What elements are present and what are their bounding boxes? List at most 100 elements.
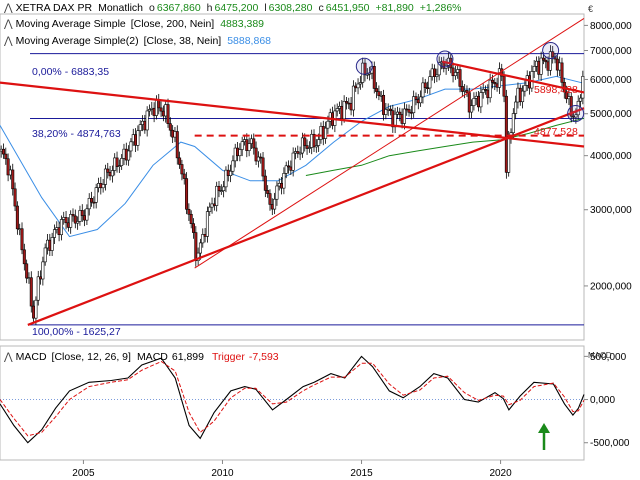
candle-body xyxy=(470,105,474,113)
candle-body xyxy=(358,82,362,85)
candle-body xyxy=(377,91,381,96)
trendline-layer xyxy=(0,18,585,326)
macd-layer xyxy=(0,355,585,444)
highlight-circle xyxy=(567,105,585,123)
up-arrow-icon xyxy=(538,423,550,450)
ohlc-open-value: 6367,860 xyxy=(157,2,201,14)
candle-body xyxy=(29,277,33,307)
legend-ma200-params: [Close, 200, Nein] xyxy=(131,18,215,30)
macd-axis-title: MACD xyxy=(588,351,612,360)
candle-body xyxy=(305,145,309,149)
candle-body xyxy=(41,261,45,280)
candle-body xyxy=(136,130,140,146)
macd-header: ⋀ MACD [Close, 12, 26, 9] MACD 61,899 Trigger… xyxy=(3,351,279,363)
candle-body xyxy=(412,96,416,114)
legend-ma200-label: Moving Average Simple xyxy=(16,18,126,30)
candle-body xyxy=(511,113,515,134)
candle-body xyxy=(273,198,277,210)
candle-body xyxy=(217,185,221,191)
candle-body xyxy=(129,141,133,152)
legend-ma38-value: 5888,868 xyxy=(227,35,271,47)
candle-body xyxy=(504,95,508,173)
annotation-upper: 5898,428 xyxy=(534,84,578,96)
candle-body xyxy=(115,157,119,167)
candle-body xyxy=(296,151,300,154)
candle-body xyxy=(375,88,379,92)
candle-body xyxy=(514,101,518,114)
legend-ma38-label: Moving Average Simple(2) xyxy=(16,35,139,47)
candle-body xyxy=(94,187,98,203)
ohlc-close-key: c xyxy=(318,2,323,14)
candle-body xyxy=(402,108,406,124)
candle-body xyxy=(266,190,270,194)
candle-body xyxy=(541,57,545,61)
candle-body xyxy=(344,101,348,104)
candle-body xyxy=(335,108,339,112)
macd-title: MACD xyxy=(16,351,47,363)
candle-body xyxy=(530,71,534,89)
candle-body xyxy=(22,249,26,265)
candle-body xyxy=(565,91,569,100)
ohlc-low-key: l xyxy=(264,2,266,14)
price-panel xyxy=(0,13,585,341)
candle-body xyxy=(59,219,63,236)
macd-header-icon: ⋀ xyxy=(3,351,14,363)
candle-body xyxy=(222,186,226,191)
candle-body xyxy=(196,252,200,261)
candle-body xyxy=(261,157,265,177)
candles-layer xyxy=(0,45,585,325)
macd-label: MACD xyxy=(137,351,168,363)
fib-label-top: 0,00% - 6883,35 xyxy=(32,66,109,78)
candle-body xyxy=(205,211,209,237)
candle-body xyxy=(194,232,198,261)
period-label: Monatlich xyxy=(98,2,143,14)
candle-body xyxy=(15,205,19,230)
candle-body xyxy=(229,170,233,176)
candle-body xyxy=(342,101,346,120)
candle-body xyxy=(384,109,388,115)
candle-body xyxy=(581,76,585,99)
candle-body xyxy=(189,213,193,224)
macd-panel xyxy=(0,345,585,461)
candle-body xyxy=(92,201,96,204)
annotation-lower: 4877,528 xyxy=(534,126,578,138)
candle-body xyxy=(502,75,506,97)
candle-body xyxy=(523,85,527,92)
y-tick-label: 2000,000 xyxy=(590,281,632,292)
candle-body xyxy=(312,133,316,148)
candle-body xyxy=(544,59,548,63)
legend-ma200-value: 4883,389 xyxy=(220,18,264,30)
candle-body xyxy=(303,137,307,146)
header-icon: ⋀ xyxy=(3,2,14,14)
x-tick-label: 2005 xyxy=(72,468,95,479)
candle-body xyxy=(147,109,151,112)
candle-body xyxy=(451,67,455,77)
candle-body xyxy=(252,138,256,149)
candle-body xyxy=(307,147,311,149)
candle-body xyxy=(398,111,402,115)
candle-body xyxy=(275,185,279,200)
candle-body xyxy=(192,223,196,233)
candle-body xyxy=(435,74,439,77)
candle-body xyxy=(256,156,260,162)
header-row: ⋀ XETRA DAX PR Monatlich o 6367,860 h 6475,200… xyxy=(3,2,462,14)
candle-body xyxy=(76,221,80,224)
legend-ma200: ⋀ Moving Average Simple [Close, 200, Nein]… xyxy=(3,18,264,30)
candle-body xyxy=(579,97,583,102)
candle-body xyxy=(175,131,179,159)
candle-body xyxy=(138,124,142,131)
candle-body xyxy=(219,190,223,192)
candle-body xyxy=(548,51,552,71)
candle-body xyxy=(106,168,110,173)
candle-body xyxy=(90,198,94,203)
ohlc-high-value: 6475,200 xyxy=(215,2,259,14)
candle-body xyxy=(372,66,376,89)
candle-body xyxy=(247,143,251,151)
ohlc-low-value: 6308,280 xyxy=(269,2,313,14)
ma38-line xyxy=(0,75,585,238)
candle-body xyxy=(13,188,17,207)
legend-ma38-params: [Close, 38, Nein] xyxy=(144,35,222,47)
axes-layer: 8000,000 7000,000 6000,000 5000,000 4000,000… xyxy=(72,21,632,479)
